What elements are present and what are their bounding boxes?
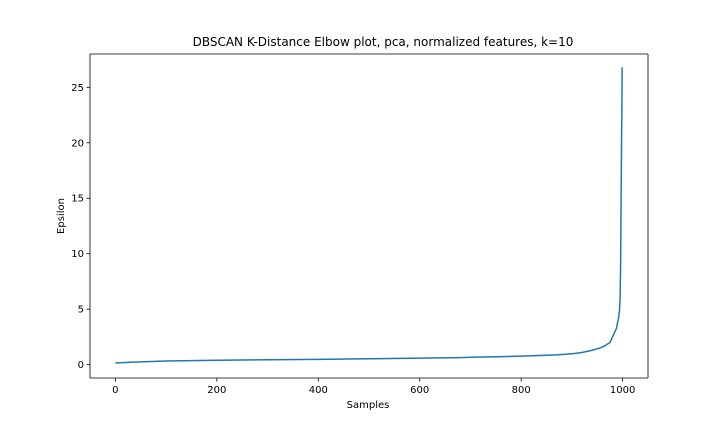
y-tick-label: 5 — [78, 305, 84, 316]
x-tick-label: 800 — [512, 385, 531, 396]
x-tick-label: 200 — [207, 385, 226, 396]
y-tick-label: 25 — [71, 83, 84, 94]
y-axis-label: Epsilon — [56, 198, 67, 234]
series-line — [115, 67, 623, 364]
x-tick-label: 1000 — [610, 385, 635, 396]
x-axis-label: Samples — [347, 400, 390, 411]
y-tick-label: 0 — [78, 360, 84, 371]
x-tick-label: 600 — [410, 385, 429, 396]
y-tick-label: 15 — [71, 194, 84, 205]
chart-title: DBSCAN K-Distance Elbow plot, pca, norma… — [193, 35, 574, 49]
x-tick-label: 400 — [309, 385, 328, 396]
y-tick-label: 20 — [71, 138, 84, 149]
plot-area: 0 200 400 600 800 1000 0 5 10 15 20 25 — [71, 53, 649, 396]
y-tick-label: 10 — [71, 249, 84, 260]
x-tick-label: 0 — [112, 385, 118, 396]
